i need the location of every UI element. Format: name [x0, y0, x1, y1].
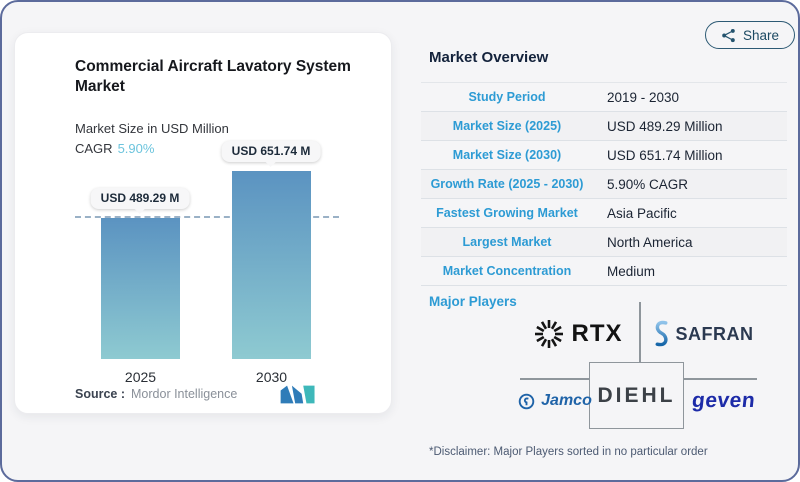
player-logo-diehl: DIEHL — [589, 362, 684, 429]
table-row: Study Period 2019 - 2030 — [421, 83, 787, 112]
row-value: Asia Pacific — [607, 205, 677, 221]
row-label: Study Period — [468, 90, 546, 104]
chart-subtitle: Market Size in USD Million — [75, 121, 229, 136]
row-value: 5.90% CAGR — [607, 176, 689, 192]
cagr-label: CAGR — [75, 141, 113, 156]
row-value: USD 489.29 Million — [607, 118, 723, 134]
source-value: Mordor Intelligence — [131, 387, 238, 401]
share-icon — [721, 28, 736, 43]
bar-value-label-2025: USD 489.29 M — [90, 188, 190, 214]
row-label: Largest Market — [462, 235, 552, 249]
row-label: Market Concentration — [442, 264, 572, 278]
reference-dashed-line — [75, 216, 339, 218]
cagr-row: CAGR 5.90% — [75, 141, 154, 156]
bar-chart: USD 489.29 M USD 651.74 M 2025 2030 — [15, 33, 391, 413]
table-row: Largest Market North America — [421, 228, 787, 257]
jamco-circle-icon — [518, 393, 535, 410]
table-row: Market Size (2025) USD 489.29 Million — [421, 112, 787, 141]
row-label: Market Size (2025) — [452, 119, 562, 133]
overview-table: Study Period 2019 - 2030 Market Size (20… — [421, 82, 787, 286]
source-row: Source : Mordor Intelligence — [75, 387, 237, 401]
row-label: Market Size (2030) — [452, 148, 562, 162]
table-row: Fastest Growing Market Asia Pacific — [421, 199, 787, 228]
x-tick-2025: 2025 — [124, 369, 157, 385]
major-players-diagram: RTX SAFRAN DIEHL — [407, 297, 773, 447]
table-row: Market Size (2030) USD 651.74 Million — [421, 141, 787, 170]
bar-2025 — [101, 218, 180, 359]
share-button[interactable]: Share — [705, 21, 796, 49]
cagr-value: 5.90% — [117, 141, 155, 156]
mordor-intelligence-logo-icon — [280, 384, 320, 410]
disclaimer-text: *Disclaimer: Major Players sorted in no … — [429, 446, 708, 458]
jamco-wordmark: Jamco — [541, 392, 592, 409]
x-tick-2030: 2030 — [255, 369, 288, 385]
overview-heading: Market Overview — [429, 49, 549, 66]
row-value: 2019 - 2030 — [607, 89, 680, 105]
major-players-label: Major Players — [429, 294, 517, 309]
divider-line — [639, 302, 641, 362]
divider-line — [520, 378, 589, 380]
table-row: Market Concentration Medium — [421, 257, 787, 286]
source-label: Source : — [75, 387, 126, 401]
rtx-wordmark: RTX — [571, 320, 623, 347]
divider-line — [684, 378, 757, 380]
row-label: Growth Rate (2025 - 2030) — [430, 177, 584, 191]
chart-card: Commercial Aircraft Lavatory System Mark… — [14, 32, 392, 414]
market-overview-panel: Share Market Overview Study Period 2019 … — [407, 2, 796, 480]
bar-value-label-2030: USD 651.74 M — [221, 141, 321, 167]
diehl-wordmark: DIEHL — [597, 383, 676, 407]
chart-title: Commercial Aircraft Lavatory System Mark… — [75, 58, 351, 96]
bar-2030 — [232, 171, 311, 359]
table-row: Growth Rate (2025 - 2030) 5.90% CAGR — [421, 170, 787, 199]
rtx-starburst-icon — [532, 317, 566, 351]
row-value: USD 651.74 Million — [607, 147, 723, 163]
row-label: Fastest Growing Market — [436, 206, 578, 220]
geven-wordmark: geven — [691, 389, 757, 412]
player-logo-safran: SAFRAN — [644, 309, 762, 359]
row-value: North America — [607, 234, 693, 250]
player-logo-rtx: RTX — [507, 309, 647, 359]
share-label: Share — [743, 27, 780, 43]
safran-wordmark: SAFRAN — [675, 323, 754, 344]
player-logo-jamco: Jamco — [505, 381, 605, 421]
safran-s-icon — [653, 319, 670, 349]
row-value: Medium — [607, 263, 656, 279]
player-logo-geven: geven — [674, 381, 774, 421]
